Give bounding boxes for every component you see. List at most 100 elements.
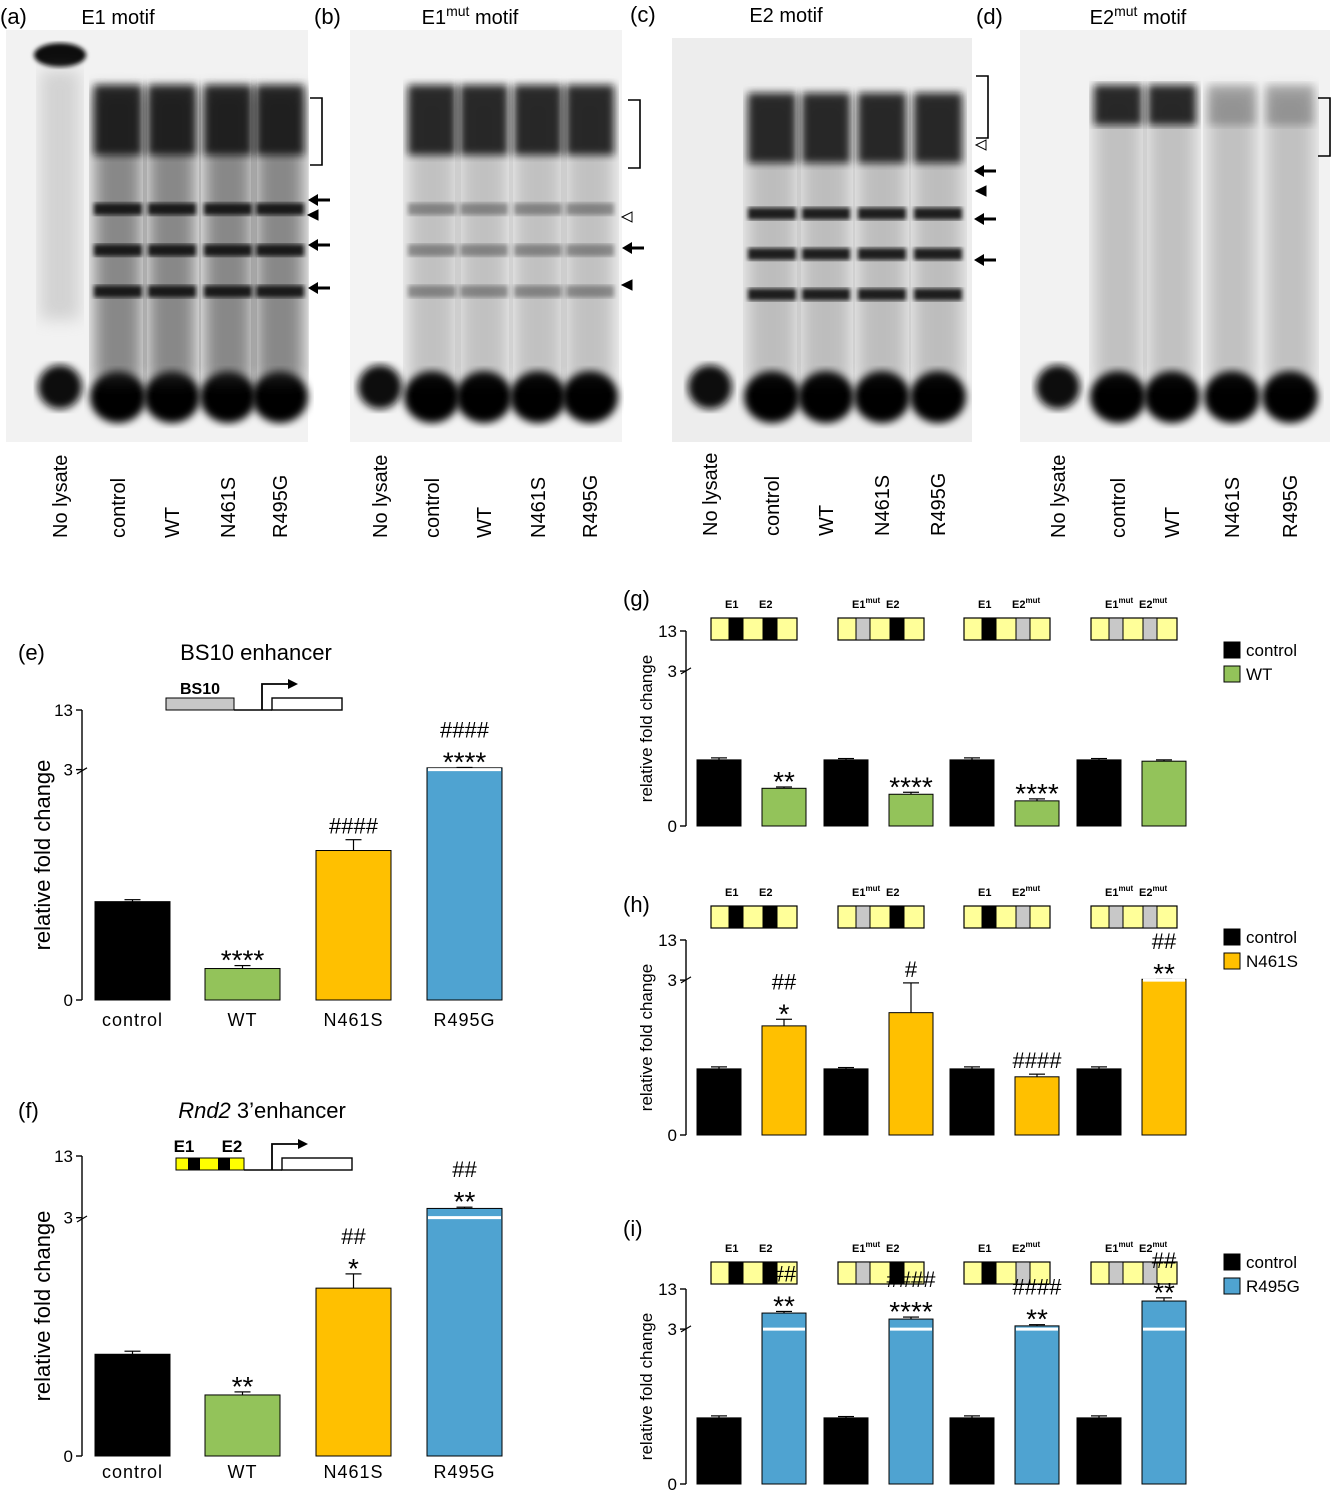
construct-diagram: E1mut E2mut bbox=[1090, 596, 1178, 641]
lane-label: N461S bbox=[872, 475, 894, 536]
free-probe-band bbox=[510, 371, 566, 423]
free-probe-band bbox=[200, 371, 256, 423]
chart-i: (i)E1 E2 E1mut E2 E1 E2mut E1mut E2mut0313relat… bbox=[623, 1216, 1300, 1491]
chart-legend: control R495G bbox=[1223, 1253, 1300, 1296]
specific-band bbox=[802, 207, 850, 220]
lane-label: N461S bbox=[1222, 477, 1244, 538]
e2-site bbox=[762, 617, 778, 641]
site-name: E1 bbox=[725, 1243, 738, 1255]
panel-letter: (a) bbox=[0, 4, 27, 29]
site-sup: mut bbox=[1025, 596, 1040, 605]
complex-band bbox=[1148, 85, 1196, 125]
e2-label: E2 bbox=[222, 1137, 243, 1156]
legend-swatch bbox=[1223, 928, 1241, 946]
e2-label: E2 bbox=[759, 1243, 772, 1255]
band-arrow-head bbox=[974, 254, 984, 266]
site-sup: mut bbox=[1118, 596, 1133, 605]
complex-band bbox=[748, 93, 796, 163]
gel-lane bbox=[910, 93, 966, 423]
smear bbox=[1266, 90, 1314, 382]
specific-band bbox=[408, 244, 456, 257]
bar bbox=[888, 1012, 934, 1136]
significance-stars: ** bbox=[1153, 1277, 1175, 1308]
axis-break bbox=[680, 1325, 692, 1333]
e1-site bbox=[1108, 905, 1124, 929]
e2-site bbox=[1142, 617, 1158, 641]
chart-f: (f) Rnd2 3’enhancer E1 E2 0 3 13 relative fold … bbox=[18, 1098, 503, 1482]
lane-label: WT bbox=[816, 505, 838, 536]
gel-markers bbox=[306, 75, 1331, 294]
specific-band bbox=[914, 248, 962, 261]
construct-diagram: E1mut E2mut bbox=[1090, 1240, 1178, 1285]
e1-label: E1 bbox=[978, 887, 991, 899]
gel-lane bbox=[562, 85, 618, 423]
bar bbox=[315, 850, 392, 1001]
free-probe-band bbox=[910, 371, 966, 423]
construct-box bbox=[837, 617, 925, 641]
bar bbox=[823, 759, 869, 827]
complex-band bbox=[148, 85, 196, 155]
panel-letter: (c) bbox=[630, 2, 656, 27]
e1-label: E1 bbox=[174, 1137, 195, 1156]
promoter-arrowhead bbox=[288, 679, 298, 689]
chart-h: (h) E1 E2 E1mut E2 E1 E2mut E1mut E2mut0313relat… bbox=[623, 884, 1298, 1145]
bar bbox=[1141, 1300, 1187, 1485]
free-probe-band bbox=[404, 371, 460, 423]
well-band bbox=[34, 43, 86, 67]
y-tick-label: 3 bbox=[668, 662, 677, 681]
free-probe-band bbox=[1036, 365, 1080, 409]
site-name: E2 bbox=[1139, 1243, 1152, 1255]
promoter-arrowhead bbox=[298, 1139, 308, 1149]
panel-letter: (f) bbox=[18, 1098, 39, 1123]
construct-diagram: E1 E2mut bbox=[963, 884, 1051, 929]
site-name: E2 bbox=[1012, 599, 1025, 611]
e1-site bbox=[981, 617, 997, 641]
gel-lane bbox=[404, 85, 460, 423]
legend-swatch bbox=[1223, 665, 1241, 683]
specific-band bbox=[408, 285, 456, 298]
complex-bracket bbox=[310, 97, 323, 166]
e-site bbox=[188, 1158, 200, 1170]
e1-site bbox=[1108, 617, 1124, 641]
rnd2-enhancer-box bbox=[175, 1157, 245, 1171]
e1-label: E1mut bbox=[1105, 884, 1133, 899]
free-probe-band bbox=[1262, 371, 1318, 423]
construct-box bbox=[1090, 905, 1178, 929]
construct-box bbox=[963, 617, 1051, 641]
bar bbox=[1014, 800, 1060, 827]
chart-e: (e) BS10 enhancer BS10 0 3 13 relative fold ch… bbox=[18, 640, 503, 1030]
significance-stars: * bbox=[779, 998, 790, 1029]
e2-label: E2mut bbox=[1139, 1240, 1167, 1255]
significance-stars: **** bbox=[221, 945, 265, 976]
site-name: E1 bbox=[1105, 599, 1118, 611]
significance-stars: **** bbox=[1015, 778, 1059, 809]
band-arrow-head bbox=[308, 239, 318, 251]
gel-bands bbox=[358, 85, 618, 423]
specific-band bbox=[148, 203, 196, 216]
site-sup: mut bbox=[1025, 1240, 1040, 1249]
lane-label: No lysate bbox=[370, 455, 392, 538]
construct-diagram: E1 E2mut bbox=[963, 1240, 1051, 1285]
site-name: E2 bbox=[759, 599, 772, 611]
gel-lane bbox=[510, 85, 566, 423]
lane-label: N461S bbox=[528, 477, 550, 538]
site-sup: mut bbox=[1025, 884, 1040, 893]
e1-label: E1 bbox=[978, 599, 991, 611]
e1-label: E1mut bbox=[1105, 596, 1133, 611]
significance-hashes: #### bbox=[440, 717, 490, 742]
x-tick-label: R495G bbox=[433, 1010, 495, 1030]
x-tick-label: N461S bbox=[323, 1462, 383, 1482]
bar bbox=[94, 1353, 171, 1457]
specific-band bbox=[914, 207, 962, 220]
bar bbox=[949, 1068, 995, 1136]
free-probe-band bbox=[358, 365, 402, 409]
gel-bands bbox=[1036, 85, 1318, 423]
significance-stars: ** bbox=[773, 766, 795, 797]
significance-stars: ** bbox=[773, 1290, 795, 1321]
e2-site bbox=[889, 905, 905, 929]
x-tick-label: control bbox=[102, 1010, 163, 1030]
specific-band bbox=[802, 288, 850, 301]
complex-bracket bbox=[1318, 97, 1331, 157]
